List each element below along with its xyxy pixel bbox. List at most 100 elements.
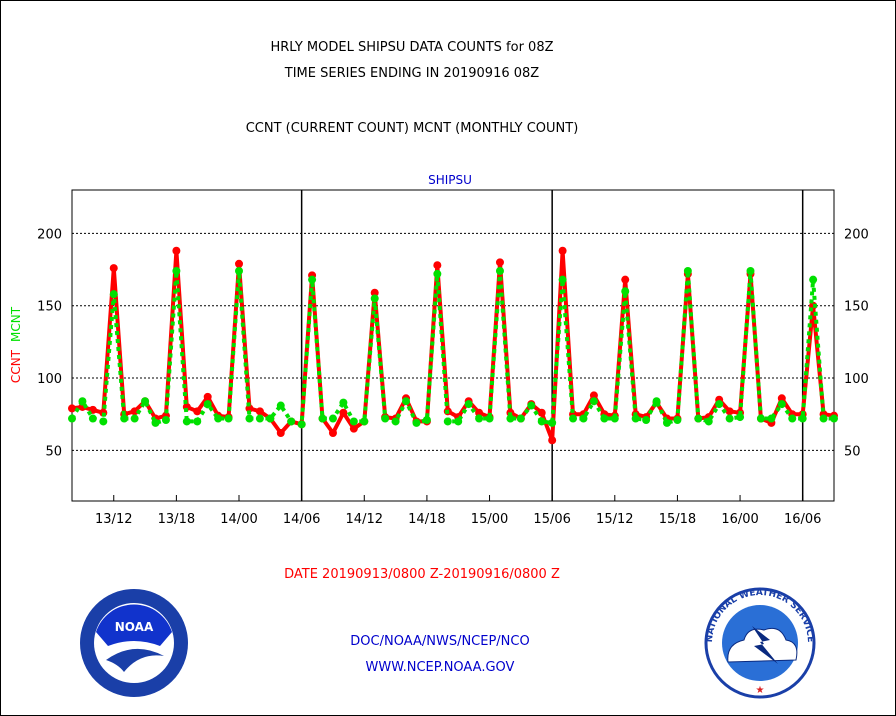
data-point-mcnt <box>725 414 734 423</box>
data-point-mcnt <box>287 417 296 426</box>
data-point-mcnt <box>214 414 223 423</box>
x-tick-label: 14/12 <box>346 512 383 527</box>
data-point-mcnt <box>631 414 640 423</box>
data-point-mcnt <box>475 414 484 423</box>
data-point-mcnt <box>777 400 786 409</box>
data-point-mcnt <box>548 418 557 427</box>
data-point-mcnt <box>328 414 337 423</box>
data-point-mcnt <box>579 414 588 423</box>
data-point-mcnt <box>464 400 473 409</box>
data-point-mcnt <box>443 417 452 426</box>
y-tick-label-left: 50 <box>45 444 62 459</box>
data-point-mcnt <box>276 401 285 410</box>
title-line-1: HRLY MODEL SHIPSU DATA COUNTS for 08Z <box>271 40 554 55</box>
data-point-mcnt <box>610 414 619 423</box>
data-point-mcnt <box>422 415 431 424</box>
date-range: DATE 20190913/0800 Z-20190916/0800 Z <box>284 567 560 582</box>
data-point-ccnt <box>537 408 546 417</box>
data-point-mcnt <box>151 418 160 427</box>
data-point-mcnt <box>182 417 191 426</box>
y-tick-label-left: 150 <box>37 300 62 315</box>
data-point-ccnt <box>172 246 181 255</box>
data-point-ccnt <box>589 391 598 400</box>
data-point-mcnt <box>537 417 546 426</box>
data-point-mcnt <box>746 267 755 276</box>
y-tick-label-right: 100 <box>844 372 869 387</box>
noaa-logo-bird-icon <box>106 648 164 672</box>
data-point-mcnt <box>391 417 400 426</box>
x-tick-label: 13/18 <box>158 512 195 527</box>
subtitle: CCNT (CURRENT COUNT) MCNT (MONTHLY COUNT… <box>246 121 579 136</box>
data-point-ccnt <box>276 429 285 438</box>
data-point-mcnt <box>193 417 202 426</box>
data-point-mcnt <box>809 275 818 284</box>
data-point-mcnt <box>788 414 797 423</box>
data-point-mcnt <box>683 267 692 276</box>
data-point-mcnt <box>673 415 682 424</box>
x-tick-label: 15/18 <box>659 512 696 527</box>
data-point-mcnt <box>516 414 525 423</box>
y-tick-label-right: 50 <box>844 444 861 459</box>
data-point-mcnt <box>558 275 567 284</box>
noaa-logo-sky <box>96 604 172 646</box>
x-tick-label: 15/06 <box>533 512 570 527</box>
data-point-mcnt <box>569 414 578 423</box>
data-point-mcnt <box>589 397 598 406</box>
data-point-mcnt <box>642 415 651 424</box>
x-tick-label: 15/12 <box>596 512 633 527</box>
x-tick-label: 14/00 <box>220 512 257 527</box>
y-tick-label-left: 100 <box>37 372 62 387</box>
data-point-mcnt <box>495 267 504 276</box>
data-point-mcnt <box>161 415 170 424</box>
data-point-mcnt <box>308 275 317 284</box>
data-point-ccnt <box>433 261 442 270</box>
data-point-mcnt <box>203 400 212 409</box>
y-tick-label-right: 200 <box>844 227 869 242</box>
data-point-mcnt <box>109 290 118 299</box>
data-point-ccnt <box>777 394 786 403</box>
data-point-ccnt <box>725 407 734 416</box>
data-point-mcnt <box>235 267 244 276</box>
x-tick-label: 13/12 <box>95 512 132 527</box>
x-tick-label: 15/00 <box>471 512 508 527</box>
x-tick-label: 14/06 <box>283 512 320 527</box>
data-point-mcnt <box>349 417 358 426</box>
data-point-mcnt <box>412 418 421 427</box>
data-point-mcnt <box>621 287 630 296</box>
data-point-ccnt <box>235 259 244 268</box>
data-point-mcnt <box>130 414 139 423</box>
data-point-ccnt <box>109 264 118 273</box>
title-line-2: TIME SERIES ENDING IN 20190916 08Z <box>284 66 540 81</box>
noaa-logo: NOAA <box>80 589 188 697</box>
data-point-ccnt <box>370 288 379 297</box>
nws-star-icon: ★ <box>756 685 765 696</box>
data-point-ccnt <box>68 404 76 413</box>
data-point-mcnt <box>141 397 150 406</box>
y-label-ccnt: CCNT <box>9 349 23 383</box>
nws-logo: NATIONAL WEATHER SERVICE ★ <box>704 587 816 699</box>
data-point-mcnt <box>652 397 661 406</box>
data-point-mcnt <box>694 414 703 423</box>
data-point-mcnt <box>819 414 828 423</box>
data-point-mcnt <box>266 414 275 423</box>
y-tick-label-right: 150 <box>844 300 869 315</box>
data-point-ccnt <box>203 392 212 401</box>
data-point-mcnt <box>360 417 369 426</box>
data-point-ccnt <box>328 429 337 438</box>
y-label-mcnt: MCNT <box>9 306 23 342</box>
data-point-mcnt <box>454 417 463 426</box>
data-point-mcnt <box>68 414 76 423</box>
data-point-mcnt <box>255 414 264 423</box>
data-point-ccnt <box>558 246 567 255</box>
data-point-mcnt <box>767 414 776 423</box>
plot-area <box>71 189 835 502</box>
x-tick-label: 14/18 <box>408 512 445 527</box>
data-point-ccnt <box>339 408 348 417</box>
data-point-mcnt <box>370 294 379 303</box>
y-tick-labels: 50 50 100 100 150 150 200 200 <box>37 227 869 459</box>
data-point-mcnt <box>120 414 129 423</box>
data-point-mcnt <box>381 414 390 423</box>
y-tick-label-left: 200 <box>37 227 62 242</box>
data-point-mcnt <box>339 398 348 407</box>
data-point-mcnt <box>99 417 108 426</box>
